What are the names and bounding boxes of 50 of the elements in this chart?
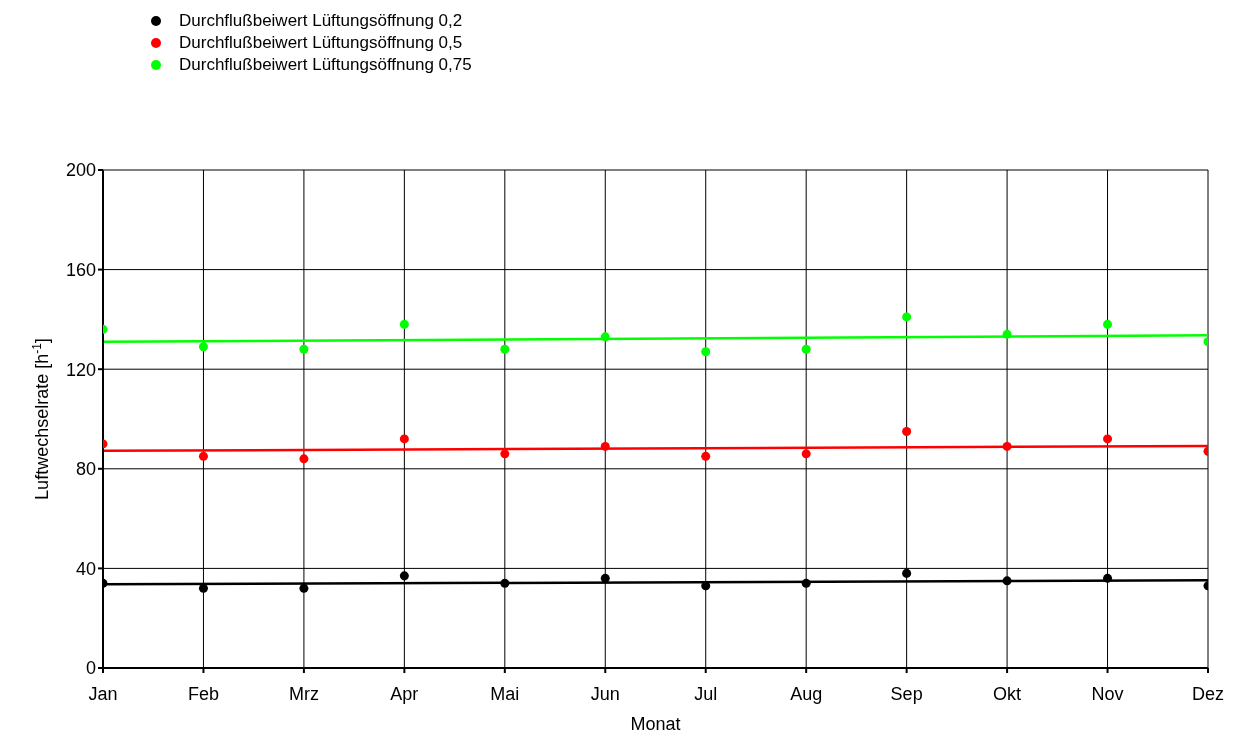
- point: [801, 578, 811, 588]
- point: [198, 451, 208, 461]
- x-tick-label: Nov: [1091, 683, 1124, 704]
- y-tick-label: 0: [85, 658, 96, 679]
- point: [1002, 576, 1012, 586]
- point: [399, 319, 409, 329]
- point: [902, 426, 912, 436]
- x-tick-label: Mrz: [288, 683, 319, 704]
- point: [1103, 573, 1113, 583]
- point: [902, 568, 912, 578]
- point: [198, 342, 208, 352]
- point: [1103, 434, 1113, 444]
- point: [600, 441, 610, 451]
- x-tick-label: Feb: [187, 683, 219, 704]
- point: [500, 578, 510, 588]
- point: [902, 312, 912, 322]
- x-tick-label: Okt: [993, 683, 1022, 704]
- legend-label: Durchflußbeiwert Lüftungsöffnung 0,5: [179, 32, 463, 54]
- point: [500, 344, 510, 354]
- y-tick-label: 200: [65, 160, 96, 181]
- point: [399, 434, 409, 444]
- point: [500, 449, 510, 459]
- point: [1002, 329, 1012, 339]
- x-axis-title: Monat: [630, 714, 681, 734]
- x-tick-label: Jul: [694, 683, 718, 704]
- x-tick-label: Jun: [590, 683, 620, 704]
- point: [299, 454, 309, 464]
- point: [600, 332, 610, 342]
- y-tick-label: 80: [75, 459, 96, 480]
- y-tick-label: 160: [65, 259, 96, 280]
- point: [801, 449, 811, 459]
- x-tick-label: Dez: [1191, 683, 1225, 704]
- x-tick-label: Jan: [88, 683, 118, 704]
- legend-label: Durchflußbeiwert Lüftungsöffnung 0,75: [179, 54, 472, 76]
- x-tick-label: Sep: [890, 683, 923, 704]
- y-tick-label: 120: [65, 359, 96, 380]
- point: [299, 344, 309, 354]
- point: [1103, 319, 1113, 329]
- point: [1002, 441, 1012, 451]
- point: [801, 344, 811, 354]
- point: [299, 583, 309, 593]
- x-tick-label: Apr: [390, 683, 419, 704]
- point: [701, 347, 711, 357]
- point: [600, 573, 610, 583]
- point: [399, 571, 409, 581]
- x-tick-label: Mai: [490, 683, 520, 704]
- legend-label: Durchflußbeiwert Lüftungsöffnung 0,2: [179, 10, 463, 32]
- point: [701, 451, 711, 461]
- x-tick-label: Aug: [790, 683, 823, 704]
- y-tick-label: 40: [75, 558, 96, 579]
